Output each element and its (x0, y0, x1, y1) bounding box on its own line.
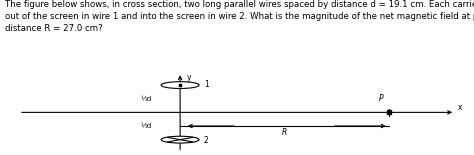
Text: 1: 1 (204, 80, 209, 89)
Text: P: P (379, 94, 384, 103)
Text: R: R (282, 128, 287, 137)
Text: ½d: ½d (140, 96, 152, 102)
Circle shape (161, 136, 199, 143)
Text: The figure below shows, in cross section, two long parallel wires spaced by dist: The figure below shows, in cross section… (5, 0, 474, 33)
Text: ½d: ½d (140, 123, 152, 129)
Text: y: y (187, 73, 191, 82)
Circle shape (161, 82, 199, 89)
Text: x: x (457, 103, 462, 112)
Text: 2: 2 (204, 136, 209, 145)
